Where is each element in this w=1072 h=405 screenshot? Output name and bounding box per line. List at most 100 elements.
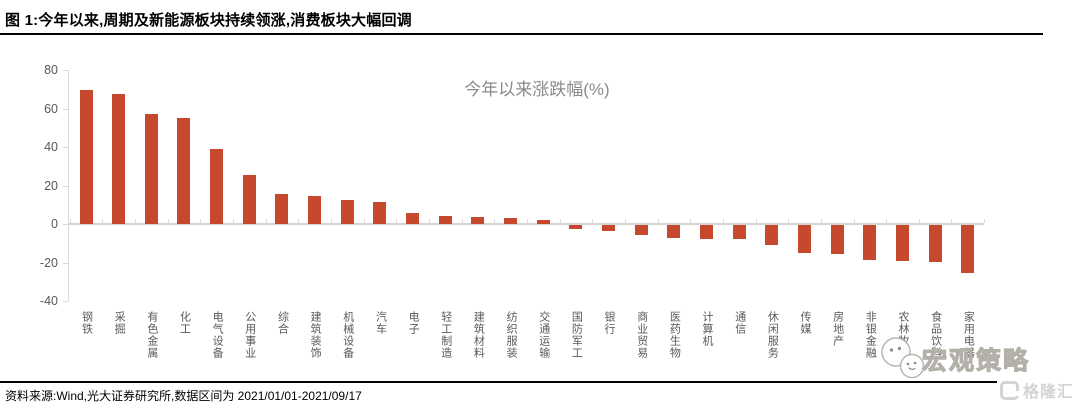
chart-bar [79, 90, 93, 224]
figure-title: 图 1:今年以来,周期及新能源板块持续领涨,消费板块大幅回调 [5, 12, 412, 29]
x-axis-line [68, 223, 984, 225]
x-axis-tick [918, 219, 920, 223]
chart-bar [373, 202, 387, 224]
x-axis-label: 家用电器 [962, 311, 975, 359]
chart-bar [504, 217, 518, 224]
x-axis-label: 国防军工 [570, 311, 583, 359]
x-axis-tick [69, 219, 71, 223]
x-axis-label: 采掘 [113, 311, 126, 335]
x-axis-tick [559, 219, 561, 223]
y-axis-label: -20 [39, 255, 58, 270]
y-axis-tick [63, 108, 68, 110]
footer-divider [0, 381, 1043, 383]
x-axis-tick [494, 219, 496, 223]
x-axis-label: 建筑材料 [472, 311, 485, 359]
y-axis-line [68, 70, 69, 301]
chart-bar [798, 225, 812, 254]
x-axis-label: 综合 [276, 311, 289, 335]
chart-bar [340, 199, 354, 224]
x-axis-tick [265, 219, 267, 223]
chart-bar [830, 225, 844, 255]
chart-bar [177, 117, 191, 224]
y-axis-tick [63, 224, 68, 225]
x-axis-label: 纺织服装 [505, 311, 518, 359]
watermark-text: 宏观策略 [921, 347, 1031, 376]
x-axis-tick [526, 219, 528, 223]
chart-bar [863, 225, 877, 261]
y-axis-label: 20 [44, 178, 58, 193]
x-axis-label: 医药生物 [668, 311, 681, 359]
x-axis-tick [690, 219, 692, 223]
x-axis-label: 电子 [407, 311, 420, 335]
x-axis-label: 交通运输 [537, 311, 550, 359]
chart-bar [602, 225, 616, 232]
x-axis-tick [200, 219, 202, 223]
x-axis-tick [167, 219, 169, 223]
source-note: 资料来源:Wind,光大证券研究所,数据区间为 2021/01/01-2021/… [5, 389, 362, 403]
x-axis-tick [363, 219, 365, 223]
x-axis-label: 食品饮料 [929, 311, 942, 359]
chart-bar [242, 174, 256, 224]
gelonghui-g-icon [1000, 380, 1019, 400]
x-axis-label: 银行 [603, 311, 616, 335]
y-axis-label: 60 [44, 101, 58, 116]
chart-bar [700, 225, 714, 240]
chart-bar [667, 225, 681, 238]
y-axis-label: 0 [51, 217, 58, 231]
x-axis-label: 休闲服务 [766, 311, 779, 359]
gelonghui-logo-text: 格隆汇 [1023, 384, 1072, 401]
x-axis-tick [820, 219, 822, 223]
chart-bar [896, 225, 909, 262]
chart-bar [732, 225, 746, 240]
x-axis-tick [755, 219, 757, 223]
x-axis-tick [886, 219, 888, 223]
x-axis-tick [461, 219, 463, 223]
x-axis-tick [298, 219, 300, 223]
chart-title: 今年以来涨跌幅(%) [464, 80, 610, 99]
x-axis-label: 建筑装饰 [309, 311, 322, 359]
y-axis-label: -40 [39, 294, 58, 308]
x-axis-tick [102, 219, 104, 223]
chart-bar [308, 195, 322, 224]
x-axis-label: 计算机 [701, 311, 714, 347]
chart-bar [765, 225, 779, 246]
x-axis-label: 商业贸易 [635, 311, 648, 359]
x-axis-tick [853, 219, 855, 223]
x-axis-label: 有色金属 [145, 311, 158, 359]
x-axis-label: 汽车 [374, 311, 387, 335]
x-axis-tick [951, 219, 953, 223]
x-axis-tick [396, 219, 398, 223]
chart-bar [536, 220, 550, 224]
chart-bar [634, 225, 648, 236]
chart-bar [112, 94, 126, 224]
x-axis-tick [788, 219, 790, 223]
chart-bar [961, 225, 975, 273]
chart-bar [406, 213, 420, 224]
x-axis-tick [232, 219, 234, 223]
x-axis-tick [428, 219, 430, 223]
x-axis-label: 钢铁 [80, 311, 93, 335]
y-axis-tick [63, 70, 68, 71]
x-axis-label: 化工 [178, 311, 191, 335]
chart-bar [275, 193, 289, 224]
y-axis-label: 40 [44, 140, 58, 154]
x-axis-label: 房地产 [831, 311, 844, 347]
x-axis-tick [134, 219, 136, 223]
y-axis-tick [63, 262, 68, 264]
x-axis-label: 通信 [733, 311, 746, 335]
x-axis-tick [624, 219, 626, 223]
chart-bar [438, 215, 452, 224]
x-axis-tick [722, 219, 724, 223]
x-axis-label: 传媒 [799, 311, 812, 335]
x-axis-tick [984, 219, 986, 223]
chart-bar [569, 225, 583, 230]
y-axis-tick [63, 301, 68, 302]
x-axis-tick [592, 219, 594, 223]
chart-bar [928, 225, 942, 263]
x-axis-tick [330, 219, 332, 223]
x-axis-label: 机械设备 [341, 311, 354, 359]
gelonghui-logo: 格隆汇 [997, 377, 1072, 403]
x-axis-label: 公用事业 [243, 311, 256, 359]
title-divider [0, 33, 1043, 35]
